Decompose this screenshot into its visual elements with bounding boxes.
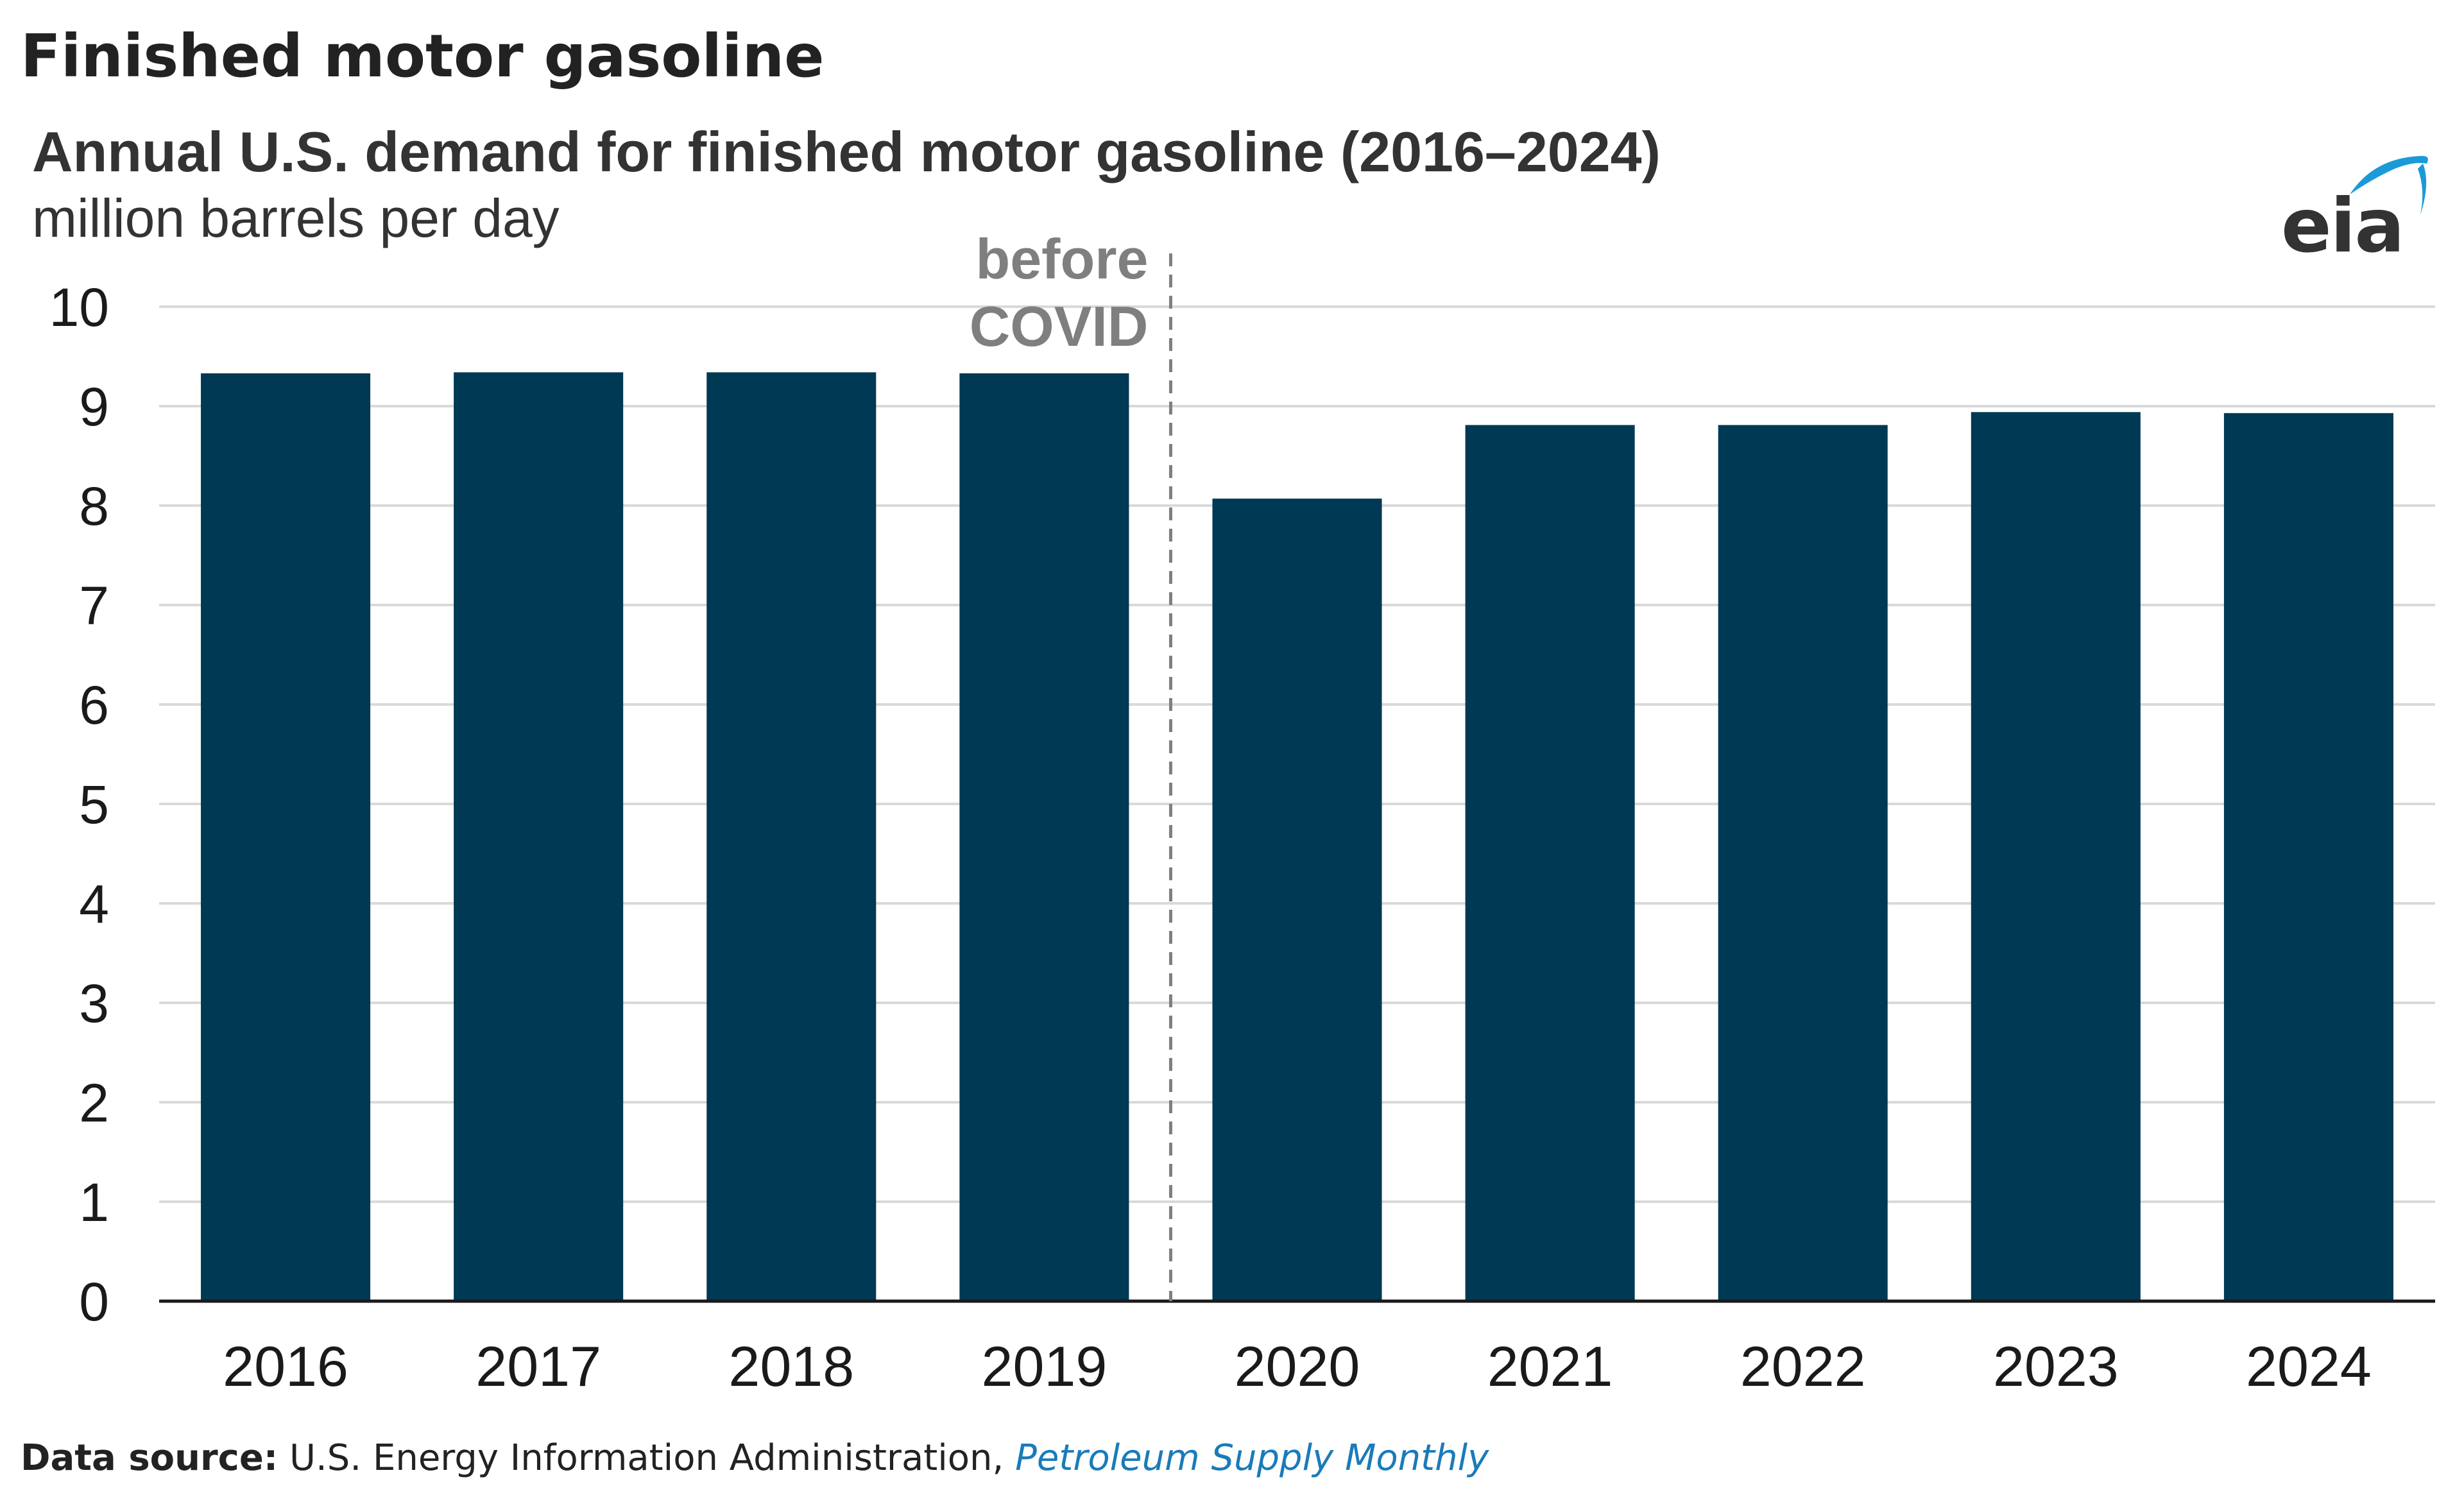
y-tick-label: 10 xyxy=(49,277,109,337)
eia-swoosh-icon xyxy=(2350,156,2428,215)
x-tick-label: 2023 xyxy=(1993,1335,2119,1398)
axes: 0 1 2 3 4 5 6 7 8 9 10 2016 2017 2018 2019 2020 2021 2022… xyxy=(49,277,2435,1398)
y-tick-label: 9 xyxy=(79,377,109,437)
bar-2019[interactable] xyxy=(959,373,1129,1301)
bar-2017[interactable] xyxy=(454,372,624,1301)
eia-logo[interactable]: eia xyxy=(2278,144,2438,273)
x-tick-label: 2024 xyxy=(2246,1335,2372,1398)
bar-2023[interactable] xyxy=(1971,412,2141,1301)
x-tick-label: 2017 xyxy=(475,1335,601,1398)
data-source-text: U.S. Energy Information Administration, xyxy=(289,1437,1004,1479)
y-tick-label: 0 xyxy=(79,1272,109,1332)
data-source-link[interactable]: Petroleum Supply Monthly xyxy=(1015,1437,1489,1479)
x-tick-label: 2018 xyxy=(728,1335,854,1398)
x-tick-label: 2020 xyxy=(1235,1335,1360,1398)
y-tick-label: 8 xyxy=(79,476,109,536)
chart-units-subtitle: million barrels per day xyxy=(32,188,560,248)
eia-logo-text: eia xyxy=(2281,183,2405,269)
covid-annotation-text: before xyxy=(975,227,1148,291)
bar-2020[interactable] xyxy=(1212,499,1382,1301)
y-tick-label: 6 xyxy=(79,675,109,735)
y-tick-label: 3 xyxy=(79,973,109,1034)
bar-2016[interactable] xyxy=(201,373,371,1301)
data-source-label: Data source: xyxy=(21,1437,278,1479)
x-tick-label: 2019 xyxy=(982,1335,1108,1398)
data-source-footer: Data source: U.S. Energy Information Adm… xyxy=(21,1440,1489,1476)
x-tick-label: 2016 xyxy=(223,1335,348,1398)
bar-2022[interactable] xyxy=(1718,425,1888,1302)
bars xyxy=(201,372,2393,1302)
bar-2018[interactable] xyxy=(706,372,877,1301)
x-tick-label: 2022 xyxy=(1740,1335,1866,1398)
y-tick-label: 7 xyxy=(79,576,109,636)
y-tick-label: 5 xyxy=(79,774,109,835)
chart-title: Annual U.S. demand for finished motor ga… xyxy=(32,120,1661,183)
bar-2024[interactable] xyxy=(2223,413,2393,1301)
covid-annotation-text: COVID xyxy=(970,294,1149,358)
page-title: Finished motor gasoline xyxy=(21,22,825,90)
x-tick-label: 2021 xyxy=(1487,1335,1613,1398)
y-tick-label: 4 xyxy=(79,874,109,934)
bar-2021[interactable] xyxy=(1465,425,1635,1302)
y-tick-label: 2 xyxy=(79,1073,109,1133)
y-tick-label: 1 xyxy=(79,1172,109,1233)
